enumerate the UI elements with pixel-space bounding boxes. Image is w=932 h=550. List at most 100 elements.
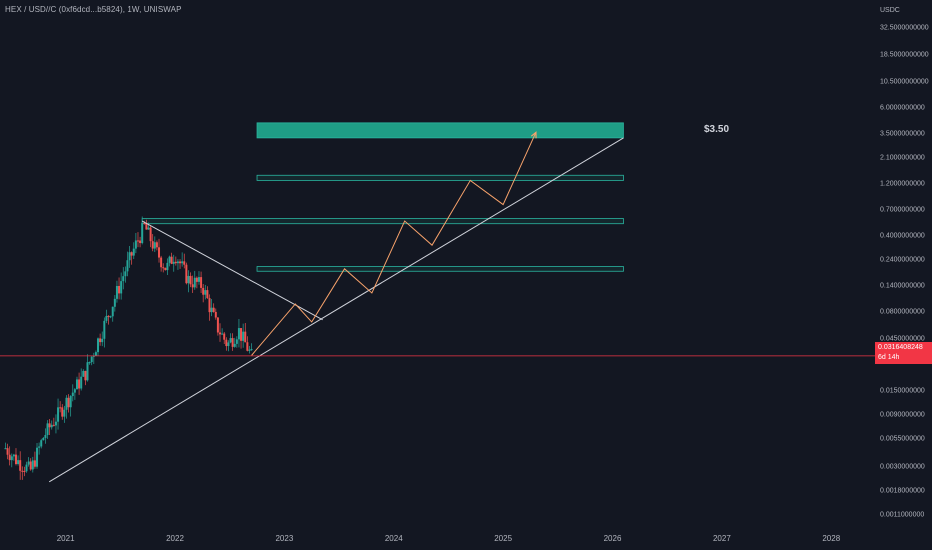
candle-down — [240, 328, 243, 341]
candle-up — [237, 328, 240, 340]
candle-up — [71, 392, 74, 397]
candle-up — [197, 277, 200, 282]
candle-down — [160, 257, 163, 268]
price-tick-label: 18.5000000000 — [880, 51, 929, 59]
candle-up — [63, 409, 66, 417]
candle-down — [107, 315, 110, 317]
candle-down — [219, 332, 222, 335]
candle-up — [17, 460, 20, 465]
candle-down — [78, 379, 81, 389]
candle-down — [52, 424, 55, 426]
candle-up — [25, 464, 28, 472]
candle-up — [134, 240, 137, 249]
candle-up — [235, 339, 238, 344]
trendlines-layer — [48, 137, 624, 483]
candles-layer — [4, 216, 253, 480]
current-price-value: 0.0316408248 — [878, 344, 923, 351]
time-tick-label: 2021 — [56, 534, 75, 543]
candle-down — [19, 460, 22, 471]
candle-up — [176, 261, 179, 264]
candle-down — [155, 242, 158, 248]
candle-up — [42, 437, 45, 441]
candle-up — [229, 338, 232, 343]
price-tick-label: 2.1000000000 — [880, 154, 925, 162]
candle-down — [183, 261, 186, 265]
candle-up — [122, 276, 125, 282]
candle-down — [170, 256, 173, 264]
candle-down — [246, 342, 249, 351]
candle-up — [128, 252, 131, 261]
candle-down — [191, 284, 194, 288]
time-tick-label: 2027 — [712, 534, 731, 543]
candle-up — [210, 307, 213, 313]
candle-down — [158, 247, 161, 258]
candle-down — [212, 307, 215, 312]
candle-down — [14, 454, 17, 465]
bar-countdown: 6d 14h — [878, 354, 900, 361]
time-tick-label: 2028 — [822, 534, 841, 543]
candle-down — [244, 331, 247, 343]
candle-up — [103, 320, 106, 339]
candle-up — [50, 424, 53, 428]
candle-down — [139, 240, 142, 244]
candle-down — [202, 287, 205, 295]
candle-down — [208, 298, 211, 313]
candle-up — [111, 306, 114, 317]
candle-down — [67, 397, 70, 408]
candle-up — [132, 248, 135, 256]
projection-arrowhead — [530, 131, 537, 139]
candle-up — [38, 446, 41, 448]
candle-up — [88, 362, 91, 364]
time-tick-label: 2025 — [494, 534, 513, 543]
candle-up — [168, 256, 171, 263]
rising-support-trendline — [48, 137, 624, 483]
candle-up — [141, 222, 144, 244]
candle-up — [82, 370, 85, 377]
candle-up — [10, 456, 13, 461]
candle-up — [105, 315, 108, 321]
candle-down — [195, 277, 198, 282]
candle-up — [227, 342, 230, 347]
candle-up — [69, 396, 72, 408]
candle-up — [65, 397, 68, 410]
candle-up — [80, 376, 83, 389]
candle-down — [48, 423, 51, 428]
candle-up — [75, 379, 78, 390]
time-tick-label: 2026 — [603, 534, 622, 543]
projection-path — [251, 132, 537, 356]
candle-up — [166, 262, 169, 271]
axis-currency-label: USDC — [880, 7, 900, 14]
candle-down — [179, 261, 182, 264]
candle-up — [147, 227, 150, 230]
candle-up — [221, 333, 224, 335]
price-tick-label: 10.5000000000 — [880, 78, 929, 86]
time-tick-label: 2024 — [384, 534, 403, 543]
price-tick-label: 0.0450000000 — [880, 335, 925, 343]
candle-up — [126, 260, 129, 272]
candle-down — [149, 227, 152, 242]
time-tick-label: 2023 — [275, 534, 294, 543]
candle-down — [21, 470, 24, 472]
candle-up — [242, 331, 245, 341]
candle-up — [44, 434, 47, 438]
candle-up — [109, 316, 112, 318]
symbol-header[interactable]: HEX / USD//C (0xf6dcd...b5824), 1W, UNIS… — [5, 5, 182, 14]
candle-down — [225, 339, 228, 347]
candle-down — [223, 333, 226, 340]
price-tick-label: 0.0800000000 — [880, 308, 925, 316]
candle-down — [61, 407, 64, 417]
candle-down — [200, 277, 203, 288]
candle-down — [174, 261, 177, 264]
price-tick-label: 1.2000000000 — [880, 180, 925, 188]
candle-up — [115, 285, 118, 299]
price-tick-label: 0.4000000000 — [880, 232, 925, 240]
candle-down — [8, 454, 11, 461]
candle-up — [250, 349, 253, 351]
zones-layer — [141, 122, 624, 272]
candle-down — [136, 240, 139, 242]
candle-up — [181, 261, 184, 264]
candle-down — [214, 311, 217, 318]
price-tick-label: 0.0055000000 — [880, 435, 925, 443]
candle-up — [153, 242, 156, 249]
